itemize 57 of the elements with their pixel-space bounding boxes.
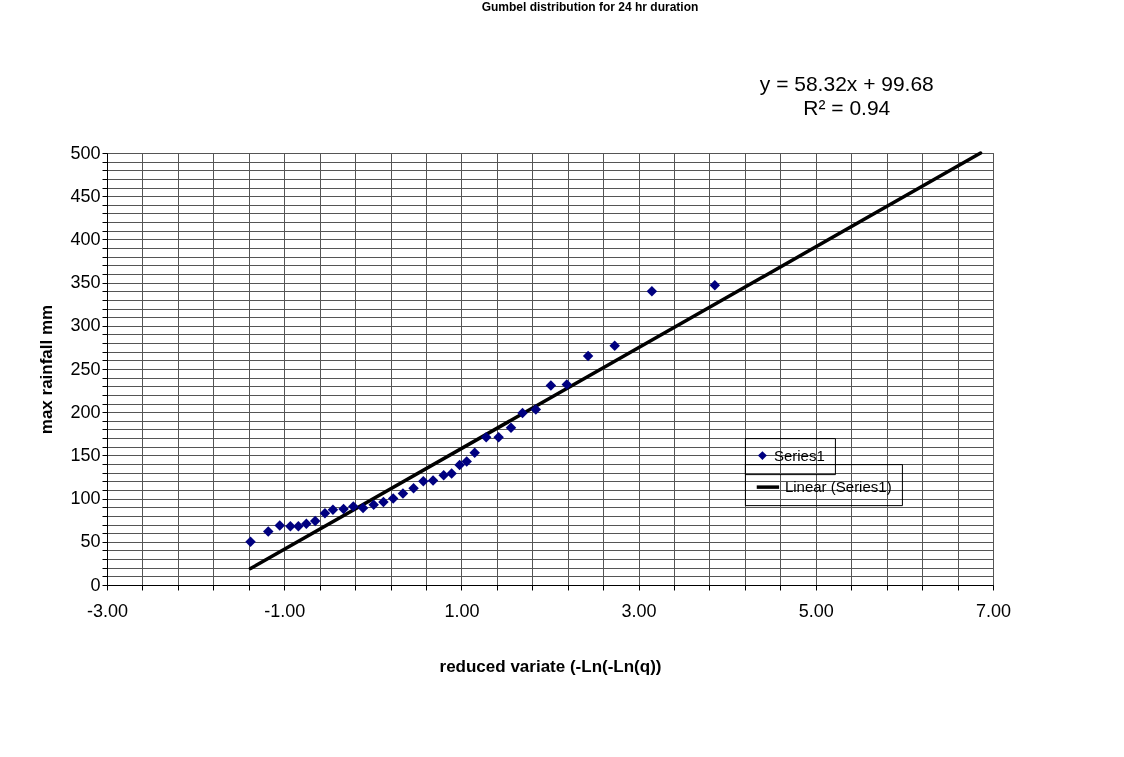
point: [493, 432, 504, 443]
point: [408, 482, 419, 494]
y-tick-label: 500: [70, 142, 101, 163]
y-axis-title: max rainfall mm: [37, 304, 57, 435]
y-tick-label: 150: [70, 444, 101, 465]
y-tick-label: 450: [70, 185, 101, 206]
point: [505, 422, 517, 433]
point: [709, 279, 721, 291]
point: [293, 521, 304, 532]
point: [274, 520, 286, 531]
y-tick-label: 300: [70, 315, 101, 336]
y-tick-label: 0: [90, 574, 101, 595]
point: [368, 499, 379, 510]
point: [517, 407, 528, 419]
point: [454, 459, 465, 471]
x-tick-label: -1.00: [264, 600, 306, 621]
point: [427, 475, 439, 486]
y-tick-label: 400: [70, 228, 101, 249]
point: [397, 488, 409, 499]
point: [446, 468, 457, 479]
point: [285, 521, 296, 532]
point: [461, 456, 472, 467]
point: [530, 404, 542, 415]
point: [582, 350, 594, 362]
x-tick-label: 1.00: [444, 600, 480, 621]
y-tick-label: 200: [70, 401, 101, 422]
x-tick-label: 7.00: [975, 600, 1012, 621]
point: [348, 501, 359, 512]
x-axis-title: reduced variate (-Ln(-Ln(q)): [439, 656, 662, 676]
y-tick-label: 350: [70, 272, 101, 293]
point: [418, 476, 429, 487]
point: [319, 508, 331, 519]
text: R² = 0.94: [803, 96, 891, 119]
point: [338, 503, 349, 515]
x-tick-label: 5.00: [798, 600, 834, 621]
chart-title: Gumbel distribution for 24 hr duration: [481, 0, 699, 14]
point: [609, 340, 620, 351]
point: [378, 496, 389, 508]
point: [263, 526, 274, 537]
y-tick-label: 100: [70, 488, 101, 509]
point: [301, 518, 312, 529]
point: [469, 447, 480, 459]
y-tick-label: 250: [70, 358, 101, 379]
point: [245, 536, 256, 548]
text: y = 58.32x + 99.68: [759, 72, 934, 95]
point: [438, 470, 449, 481]
x-tick-label: -3.00: [86, 600, 129, 621]
point: [480, 432, 492, 443]
point: [387, 493, 399, 504]
y-tick-label: 50: [80, 531, 101, 552]
point: [309, 515, 321, 527]
point: [327, 504, 339, 516]
point: [646, 286, 658, 297]
point: [357, 502, 369, 514]
point: [545, 380, 557, 391]
point: [561, 379, 573, 390]
x-tick-label: 3.00: [621, 600, 657, 621]
